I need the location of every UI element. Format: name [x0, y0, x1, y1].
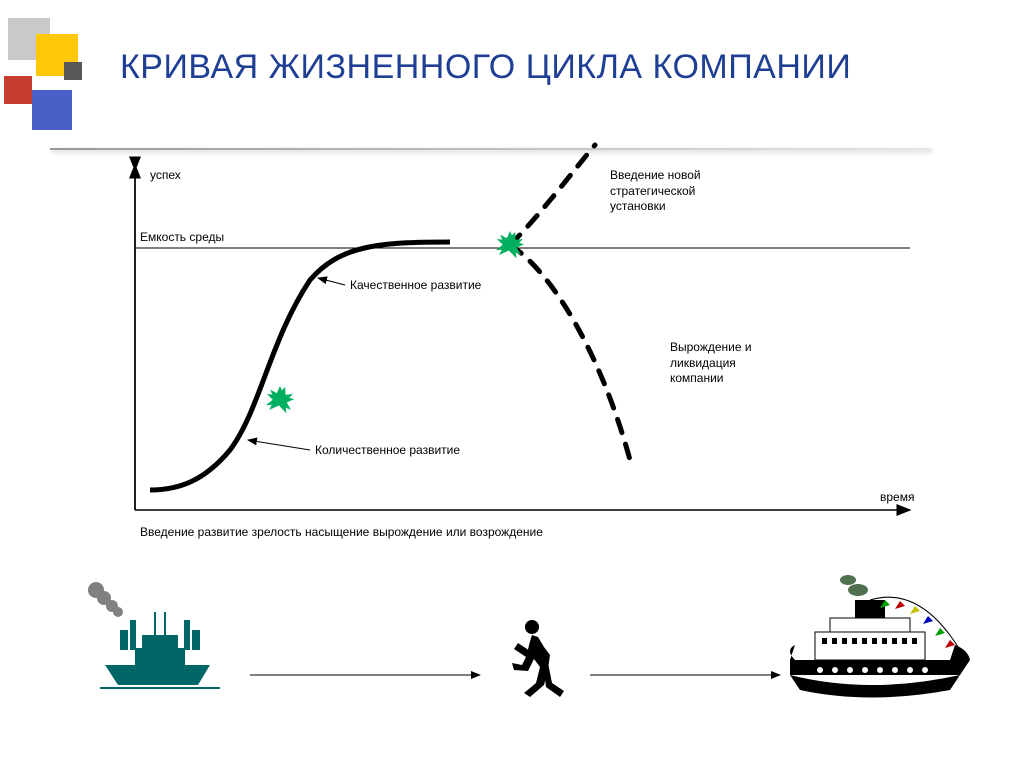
- arrow-qual: [318, 278, 345, 285]
- slide-title: КРИВАЯ ЖИЗНЕННОГО ЦИКЛА КОМПАНИИ: [120, 48, 851, 87]
- decor-blue: [32, 90, 72, 130]
- burst-star-1: [264, 382, 297, 414]
- runner-icon: [512, 620, 564, 697]
- degeneration-label: Вырождение и ликвидация компании: [670, 340, 752, 387]
- lifecycle-chart: успех время Емкость среды Качественное р…: [120, 170, 940, 550]
- x-axis-label: время: [880, 490, 914, 506]
- quant-label: Количественное развитие: [315, 443, 460, 459]
- branch-down-dashed: [510, 245, 630, 460]
- new-strategy-label: Введение новой стратегической установки: [610, 168, 701, 215]
- capacity-label: Емкость среды: [140, 230, 224, 246]
- decor-red: [4, 76, 32, 104]
- qual-label: Качественное развитие: [350, 278, 481, 294]
- illustration-row: [80, 590, 960, 730]
- arrow-quant: [248, 440, 310, 450]
- small-ship-icon: [88, 582, 220, 688]
- big-ship-icon: [790, 575, 970, 698]
- branch-up-dashed: [510, 145, 595, 245]
- stages-label: Введение развитие зрелость насыщение выр…: [140, 525, 543, 541]
- decor-dark: [64, 62, 82, 80]
- y-axis-label: успех: [150, 168, 181, 184]
- corner-decor: [0, 18, 120, 158]
- title-underline: [50, 148, 930, 150]
